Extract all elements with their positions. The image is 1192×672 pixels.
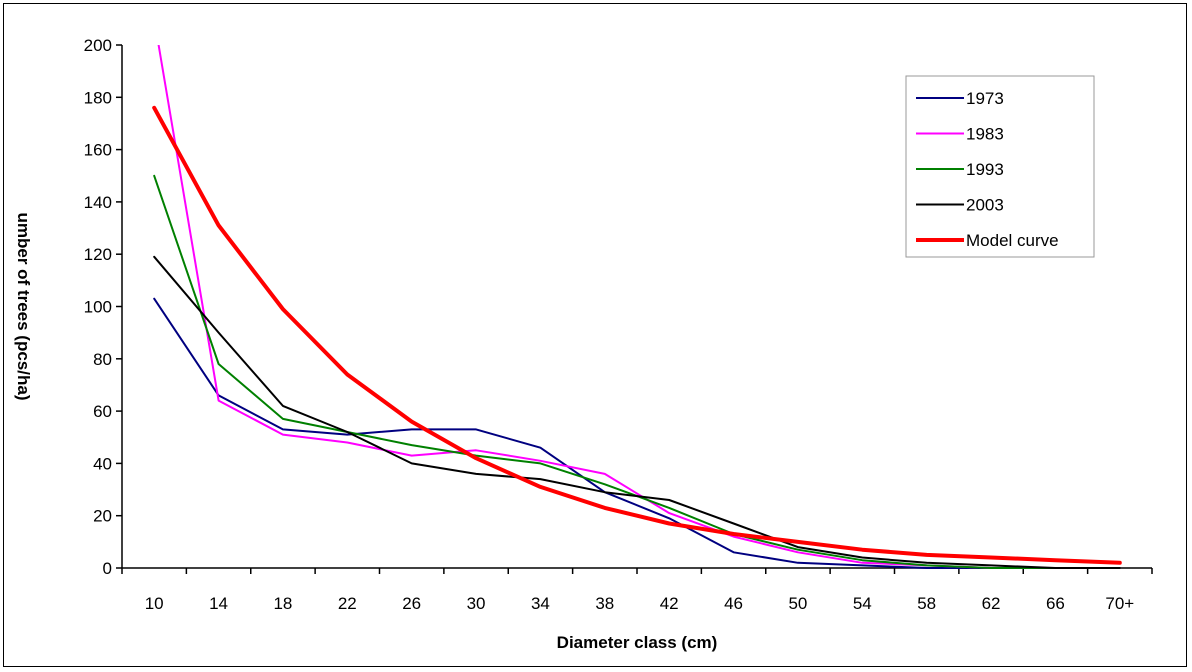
x-tick-label: 66: [1046, 594, 1065, 613]
x-tick-label: 34: [531, 594, 550, 613]
x-tick-label: 22: [338, 594, 357, 613]
x-tick-label: 62: [982, 594, 1001, 613]
x-tick-label: 42: [660, 594, 679, 613]
y-tick-label: 140: [84, 193, 112, 212]
x-axis-title: Diameter class (cm): [557, 633, 718, 652]
series-line-model-curve: [152, 105, 1122, 565]
x-tick-label: 26: [402, 594, 421, 613]
y-tick-label: 100: [84, 298, 112, 317]
y-tick-label: 80: [93, 350, 112, 369]
y-ticks: 0 20 40 60 80 100 120 140 160 180 200: [84, 36, 122, 578]
y-axis-title: umber of trees (pcs/ha): [14, 213, 33, 401]
y-tick-label: 160: [84, 141, 112, 160]
x-tick-label: 10: [145, 594, 164, 613]
x-tick-label: 54: [853, 594, 872, 613]
x-tick-label: 30: [467, 594, 486, 613]
y-tick-label: 20: [93, 507, 112, 526]
y-tick-label: 200: [84, 36, 112, 55]
series-line-1973: [153, 297, 1121, 569]
legend-label: 1973: [966, 89, 1004, 108]
x-tick-label: 38: [595, 594, 614, 613]
series-line-2003: [153, 255, 1121, 569]
y-tick-label: 180: [84, 88, 112, 107]
x-tick-label: 18: [273, 594, 292, 613]
legend-box: [905, 75, 1095, 258]
x-ticks: 10 14 18 22 26 30 34 38 42 46 50 54 58 62 66 70+: [121, 568, 1153, 613]
series-layer: [152, 45, 1122, 569]
legend-label: Model curve: [966, 231, 1059, 250]
x-tick-label: 50: [788, 594, 807, 613]
legend-label: 1983: [966, 125, 1004, 144]
legend-label: 2003: [966, 196, 1004, 215]
x-tick-label: 14: [209, 594, 228, 613]
legend-label: 1993: [966, 160, 1004, 179]
legend: 1973 1983 1993 2003 Model curve: [905, 75, 1095, 258]
x-tick-label: 46: [724, 594, 743, 613]
y-tick-label: 60: [93, 402, 112, 421]
y-tick-label: 40: [93, 454, 112, 473]
y-tick-label: 120: [84, 245, 112, 264]
x-tick-label: 58: [917, 594, 936, 613]
y-tick-label: 0: [103, 559, 112, 578]
x-tick-label: 70+: [1105, 594, 1134, 613]
